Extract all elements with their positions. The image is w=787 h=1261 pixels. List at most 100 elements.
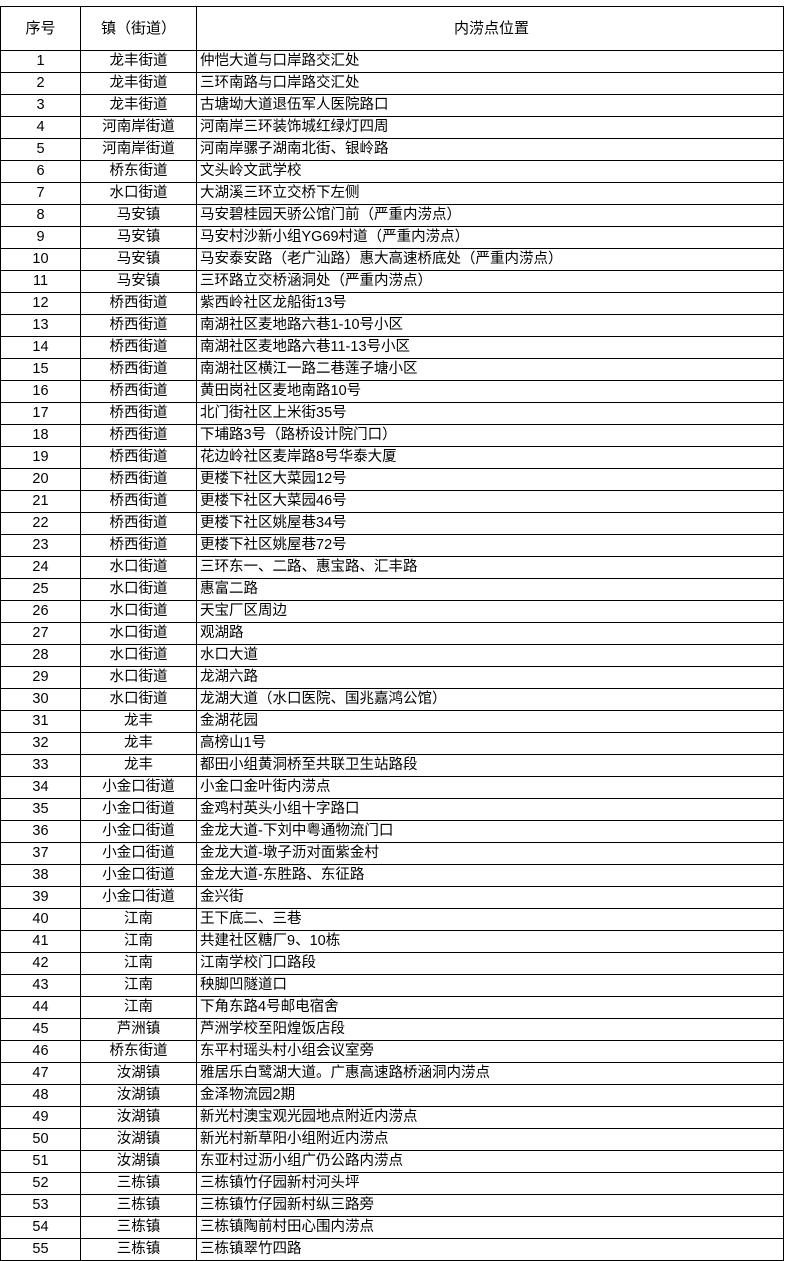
cell-index: 21	[0, 490, 81, 513]
cell-location: 秧脚凹隧道口	[196, 974, 784, 997]
table-row: 39 小金口街道 金兴街	[0, 886, 784, 909]
cell-index: 35	[0, 798, 81, 821]
cell-town: 江南	[80, 996, 197, 1019]
cell-town: 桥西街道	[80, 468, 197, 491]
cell-index: 7	[0, 182, 81, 205]
cell-location: 更楼下社区大菜园46号	[196, 490, 784, 513]
cell-index: 13	[0, 314, 81, 337]
cell-index: 22	[0, 512, 81, 535]
cell-index: 46	[0, 1040, 81, 1063]
cell-location: 古塘坳大道退伍军人医院路口	[196, 94, 784, 117]
cell-town: 桥西街道	[80, 490, 197, 513]
table-row: 46 桥东街道 东平村瑶头村小组会议室旁	[0, 1040, 784, 1063]
cell-town: 桥西街道	[80, 402, 197, 425]
cell-town: 水口街道	[80, 600, 197, 623]
cell-town: 桥西街道	[80, 446, 197, 469]
header-town: 镇（街道）	[80, 6, 197, 51]
cell-index: 42	[0, 952, 81, 975]
cell-town: 三栋镇	[80, 1216, 197, 1239]
cell-location: 新光村澳宝观光园地点附近内涝点	[196, 1106, 784, 1129]
cell-location: 马安碧桂园天骄公馆门前（严重内涝点）	[196, 204, 784, 227]
cell-location: 黄田岗社区麦地南路10号	[196, 380, 784, 403]
table-row: 11 马安镇 三环路立交桥涵洞处（严重内涝点）	[0, 270, 784, 293]
cell-town: 桥西街道	[80, 512, 197, 535]
cell-index: 50	[0, 1128, 81, 1151]
cell-location: 雅居乐白鹭湖大道。广惠高速路桥涵洞内涝点	[196, 1062, 784, 1085]
cell-location: 三环南路与口岸路交汇处	[196, 72, 784, 95]
header-location: 内涝点位置	[196, 6, 784, 51]
cell-location: 新光村新草阳小组附近内涝点	[196, 1128, 784, 1151]
cell-index: 30	[0, 688, 81, 711]
cell-location: 都田小组黄洞桥至共联卫生站路段	[196, 754, 784, 777]
table-row: 34 小金口街道 小金口金叶街内涝点	[0, 776, 784, 799]
cell-location: 金龙大道-墩子沥对面紫金村	[196, 842, 784, 865]
cell-index: 14	[0, 336, 81, 359]
cell-index: 31	[0, 710, 81, 733]
cell-town: 桥东街道	[80, 1040, 197, 1063]
cell-town: 三栋镇	[80, 1194, 197, 1217]
table-row: 44 江南 下角东路4号邮电宿舍	[0, 996, 784, 1019]
cell-town: 马安镇	[80, 226, 197, 249]
cell-location: 王下底二、三巷	[196, 908, 784, 931]
cell-location: 水口大道	[196, 644, 784, 667]
table-row: 41 江南 共建社区糖厂9、10栋	[0, 930, 784, 953]
table-row: 30 水口街道 龙湖大道（水口医院、国兆嘉鸿公馆）	[0, 688, 784, 711]
table-row: 38 小金口街道 金龙大道-东胜路、东征路	[0, 864, 784, 887]
cell-index: 44	[0, 996, 81, 1019]
table-row: 1 龙丰街道 仲恺大道与口岸路交汇处	[0, 50, 784, 73]
cell-index: 52	[0, 1172, 81, 1195]
cell-index: 11	[0, 270, 81, 293]
cell-location: 金龙大道-东胜路、东征路	[196, 864, 784, 887]
cell-location: 紫西岭社区龙船街13号	[196, 292, 784, 315]
table-row: 48 汝湖镇 金泽物流园2期	[0, 1084, 784, 1107]
cell-index: 9	[0, 226, 81, 249]
waterlogging-points-table: 序号 镇（街道） 内涝点位置 1 龙丰街道 仲恺大道与口岸路交汇处 2 龙丰街道 三环南路…	[0, 6, 784, 1261]
cell-town: 桥东街道	[80, 160, 197, 183]
cell-town: 汝湖镇	[80, 1062, 197, 1085]
cell-location: 仲恺大道与口岸路交汇处	[196, 50, 784, 73]
cell-town: 小金口街道	[80, 798, 197, 821]
cell-index: 39	[0, 886, 81, 909]
table-row: 27 水口街道 观湖路	[0, 622, 784, 645]
cell-location: 惠富二路	[196, 578, 784, 601]
cell-index: 45	[0, 1018, 81, 1041]
cell-location: 金龙大道-下刘中粤通物流门口	[196, 820, 784, 843]
cell-index: 34	[0, 776, 81, 799]
cell-location: 三栋镇竹仔园新村纵三路旁	[196, 1194, 784, 1217]
table-row: 31 龙丰 金湖花园	[0, 710, 784, 733]
table-row: 15 桥西街道 南湖社区横江一路二巷莲子塘小区	[0, 358, 784, 381]
cell-town: 汝湖镇	[80, 1128, 197, 1151]
cell-index: 43	[0, 974, 81, 997]
cell-index: 1	[0, 50, 81, 73]
table-row: 28 水口街道 水口大道	[0, 644, 784, 667]
cell-town: 江南	[80, 974, 197, 997]
table-row: 8 马安镇 马安碧桂园天骄公馆门前（严重内涝点）	[0, 204, 784, 227]
table-row: 23 桥西街道 更楼下社区姚屋巷72号	[0, 534, 784, 557]
cell-index: 36	[0, 820, 81, 843]
cell-index: 51	[0, 1150, 81, 1173]
cell-index: 48	[0, 1084, 81, 1107]
cell-town: 水口街道	[80, 666, 197, 689]
cell-town: 水口街道	[80, 688, 197, 711]
cell-location: 南湖社区横江一路二巷莲子塘小区	[196, 358, 784, 381]
cell-town: 江南	[80, 930, 197, 953]
table-row: 54 三栋镇 三栋镇陶前村田心围内涝点	[0, 1216, 784, 1239]
table-row: 25 水口街道 惠富二路	[0, 578, 784, 601]
cell-location: 小金口金叶街内涝点	[196, 776, 784, 799]
cell-town: 龙丰街道	[80, 94, 197, 117]
cell-town: 三栋镇	[80, 1172, 197, 1195]
cell-location: 南湖社区麦地路六巷1-10号小区	[196, 314, 784, 337]
cell-location: 三栋镇竹仔园新村河头坪	[196, 1172, 784, 1195]
cell-town: 桥西街道	[80, 358, 197, 381]
cell-index: 5	[0, 138, 81, 161]
cell-town: 马安镇	[80, 248, 197, 271]
cell-town: 小金口街道	[80, 864, 197, 887]
table-row: 42 江南 江南学校门口路段	[0, 952, 784, 975]
cell-location: 更楼下社区姚屋巷72号	[196, 534, 784, 557]
cell-index: 24	[0, 556, 81, 579]
table-row: 36 小金口街道 金龙大道-下刘中粤通物流门口	[0, 820, 784, 843]
cell-index: 12	[0, 292, 81, 315]
cell-town: 马安镇	[80, 204, 197, 227]
cell-location: 下埔路3号（路桥设计院门口）	[196, 424, 784, 447]
cell-town: 江南	[80, 908, 197, 931]
